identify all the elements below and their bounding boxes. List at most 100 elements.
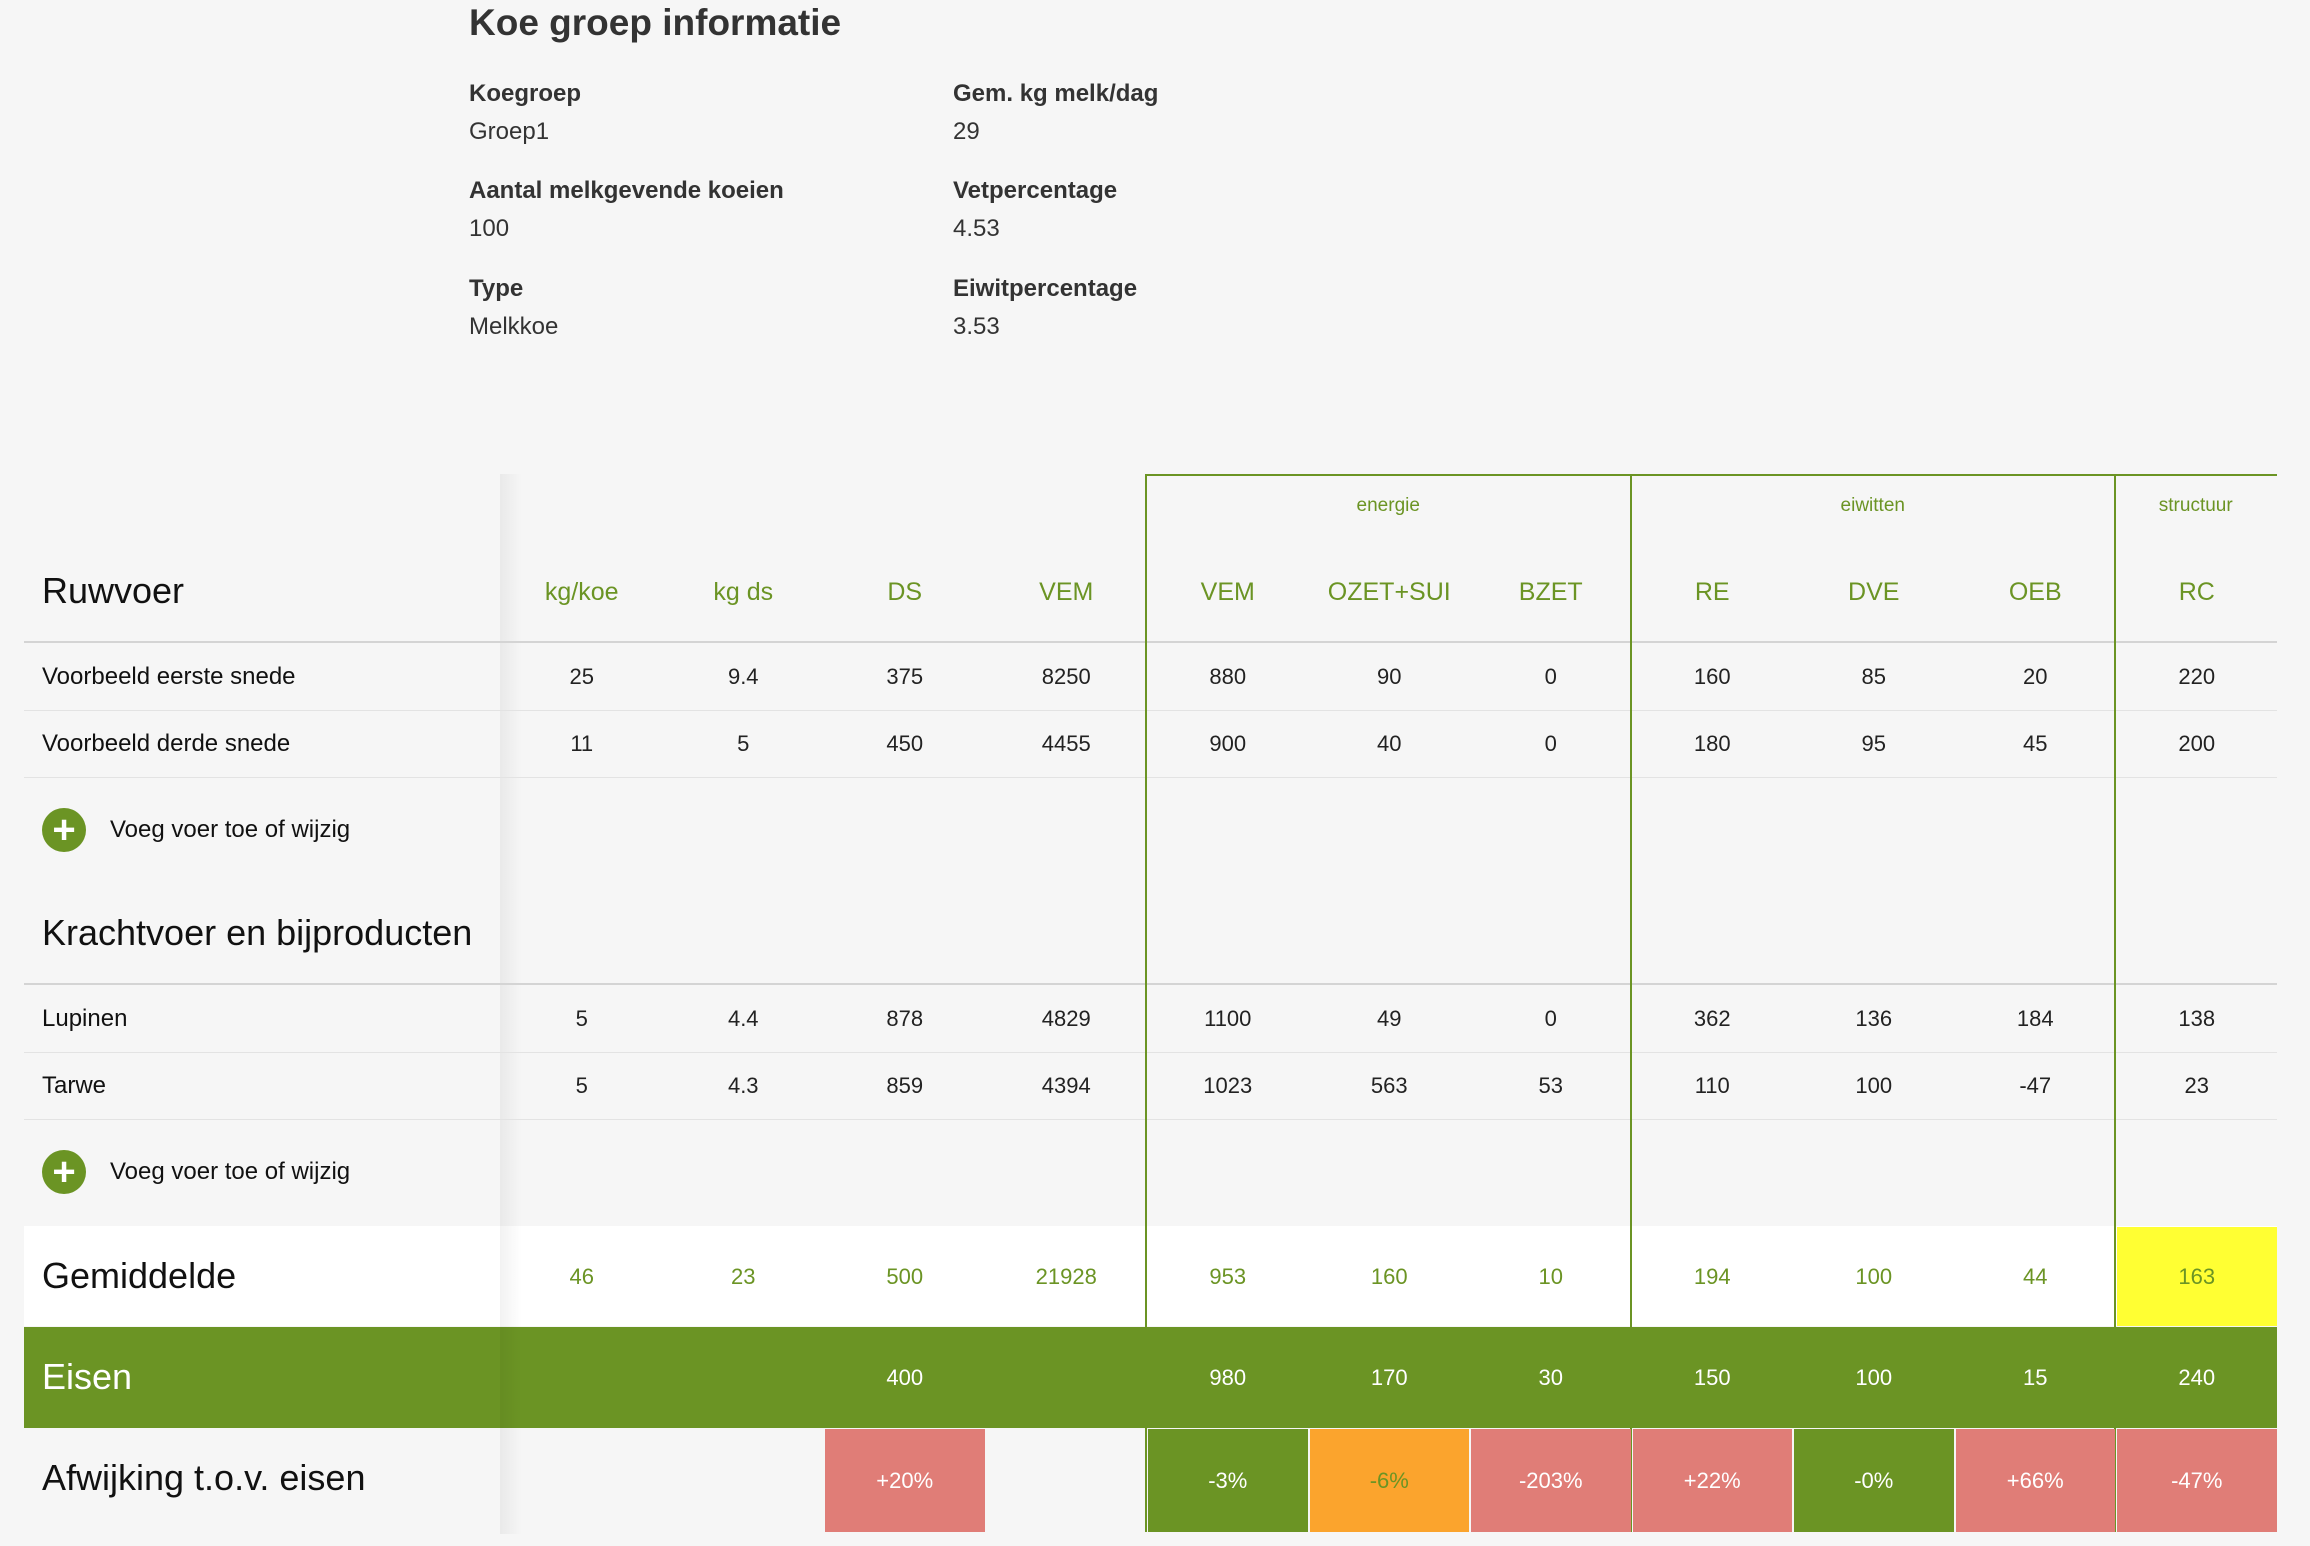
eisen-cell: 30 [1538,1364,1563,1390]
afwijking-cell: -6% [1309,1429,1469,1532]
afwijking-cell [502,1429,662,1532]
add-krachtvoer-button[interactable]: + Voeg voer toe of wijzig [42,1150,350,1194]
info-eiwitpercentage: Eiwitpercentage 3.53 [953,275,1137,341]
row-label: Voorbeeld eerste snede [42,663,296,690]
gemiddelde-cell: 10 [1538,1263,1563,1289]
table-cell: 136 [1855,1006,1893,1031]
table-cell: 8250 [1041,664,1091,689]
group-divider [2114,474,2116,1532]
table-cell: 45 [2023,731,2048,756]
info-value: 100 [469,215,510,242]
table-cell: 220 [2178,664,2216,689]
table-cell: 160 [1693,664,1731,689]
gemiddelde-cell: 953 [1209,1263,1247,1289]
eisen-cell [502,1328,662,1427]
gemiddelde-cell: 44 [2023,1263,2048,1289]
gemiddelde-cell: 500 [886,1263,924,1289]
table-cell: 5 [575,1006,588,1031]
afwijking-cell: -3% [1148,1429,1308,1532]
afwijking-cell: +66% [1955,1429,2115,1532]
afwijking-cell: +20% [825,1429,985,1532]
info-label: Vetpercentage [953,177,1118,204]
table-cell: 0 [1544,664,1557,689]
plus-icon: + [42,808,86,852]
group-divider [1629,474,1632,1532]
gemiddelde-cell: 160 [1370,1263,1408,1289]
table-cell: 90 [1377,664,1402,689]
table-cell: 5 [575,1073,588,1098]
table-cell: 0 [1544,1006,1557,1031]
table-cell: 25 [569,664,594,689]
divider [24,641,2277,643]
afwijking-cell [664,1429,824,1532]
table-cell: 375 [886,664,924,689]
eisen-cell: 980 [1209,1364,1247,1390]
table-cell: 563 [1370,1073,1408,1098]
info-value: Groep1 [469,118,550,145]
table-cell: 40 [1377,731,1402,756]
group-header-energie: energie [1356,495,1420,516]
label-column-shadow [500,474,522,1534]
table-cell: 184 [2016,1006,2054,1031]
column-header: VEM [1200,577,1255,606]
section-title-krachtvoer: Krachtvoer en bijproducten [42,912,473,953]
table-cell: 450 [886,731,924,756]
table-cell: 110 [1694,1073,1730,1098]
table-cell: 138 [2178,1006,2216,1031]
info-value: 29 [953,118,980,145]
eisen-label: Eisen [42,1356,133,1397]
group-header-structuur: structuur [2158,495,2233,516]
column-header: OZET+SUI [1327,577,1451,606]
column-header: OEB [2008,577,2062,606]
gemiddelde-cell: 194 [1693,1263,1731,1289]
column-header: RC [2178,577,2215,606]
afwijking-cell: -0% [1794,1429,1954,1532]
info-label: Gem. kg melk/dag [953,80,1159,107]
eisen-cell: 150 [1693,1364,1731,1390]
afwijking-cell: -203% [1471,1429,1631,1532]
table-cell: 23 [2184,1073,2209,1098]
table-cell: 20 [2023,664,2048,689]
table-cell: 53 [1538,1073,1563,1098]
eisen-cell [664,1328,824,1427]
row-label: Lupinen [42,1005,128,1032]
info-koegroep: Koegroep Groep1 [469,80,581,146]
eisen-cell: 15 [2023,1364,2048,1390]
info-label: Eiwitpercentage [953,275,1138,302]
eisen-cell: 240 [2178,1364,2216,1390]
add-krachtvoer-label: Voeg voer toe of wijzig [110,1158,351,1185]
divider [24,710,2277,711]
table-cell: 5 [737,731,750,756]
table-cell: 878 [886,1006,924,1031]
table-cell: 100 [1855,1073,1893,1098]
info-label: Aantal melkgevende koeien [469,177,784,204]
eisen-row-bg [24,1327,2277,1428]
table-cell: 11 [570,731,594,756]
column-header: BZET [1518,577,1583,606]
table-cell: 880 [1209,664,1247,689]
info-value: 4.53 [953,215,1000,242]
table-cell: 9.4 [727,664,759,689]
info-aantal-koeien: Aantal melkgevende koeien 100 [469,177,784,243]
column-header: DS [887,577,923,606]
column-header: DVE [1848,577,1900,606]
table-cell: 95 [1861,731,1886,756]
table-cell: 0 [1544,731,1557,756]
info-vetpercentage: Vetpercentage 4.53 [953,177,1117,243]
divider [24,1052,2277,1053]
column-header: RE [1694,577,1730,606]
gemiddelde-label: Gemiddelde [42,1255,237,1296]
row-label: Voorbeeld derde snede [42,730,291,757]
plus-icon: + [42,1150,86,1194]
afwijking-label: Afwijking t.o.v. eisen [42,1457,366,1498]
afwijking-cell: +22% [1632,1429,1792,1532]
table-cell: 4394 [1041,1073,1091,1098]
add-ruwvoer-label: Voeg voer toe of wijzig [110,816,351,843]
info-value: Melkkoe [469,313,559,340]
column-header: VEM [1039,577,1094,606]
table-cell: 1023 [1203,1073,1253,1098]
add-ruwvoer-button[interactable]: + Voeg voer toe of wijzig [42,808,350,852]
table-cell: 900 [1209,731,1247,756]
section-title-ruwvoer: Ruwvoer [42,570,185,611]
